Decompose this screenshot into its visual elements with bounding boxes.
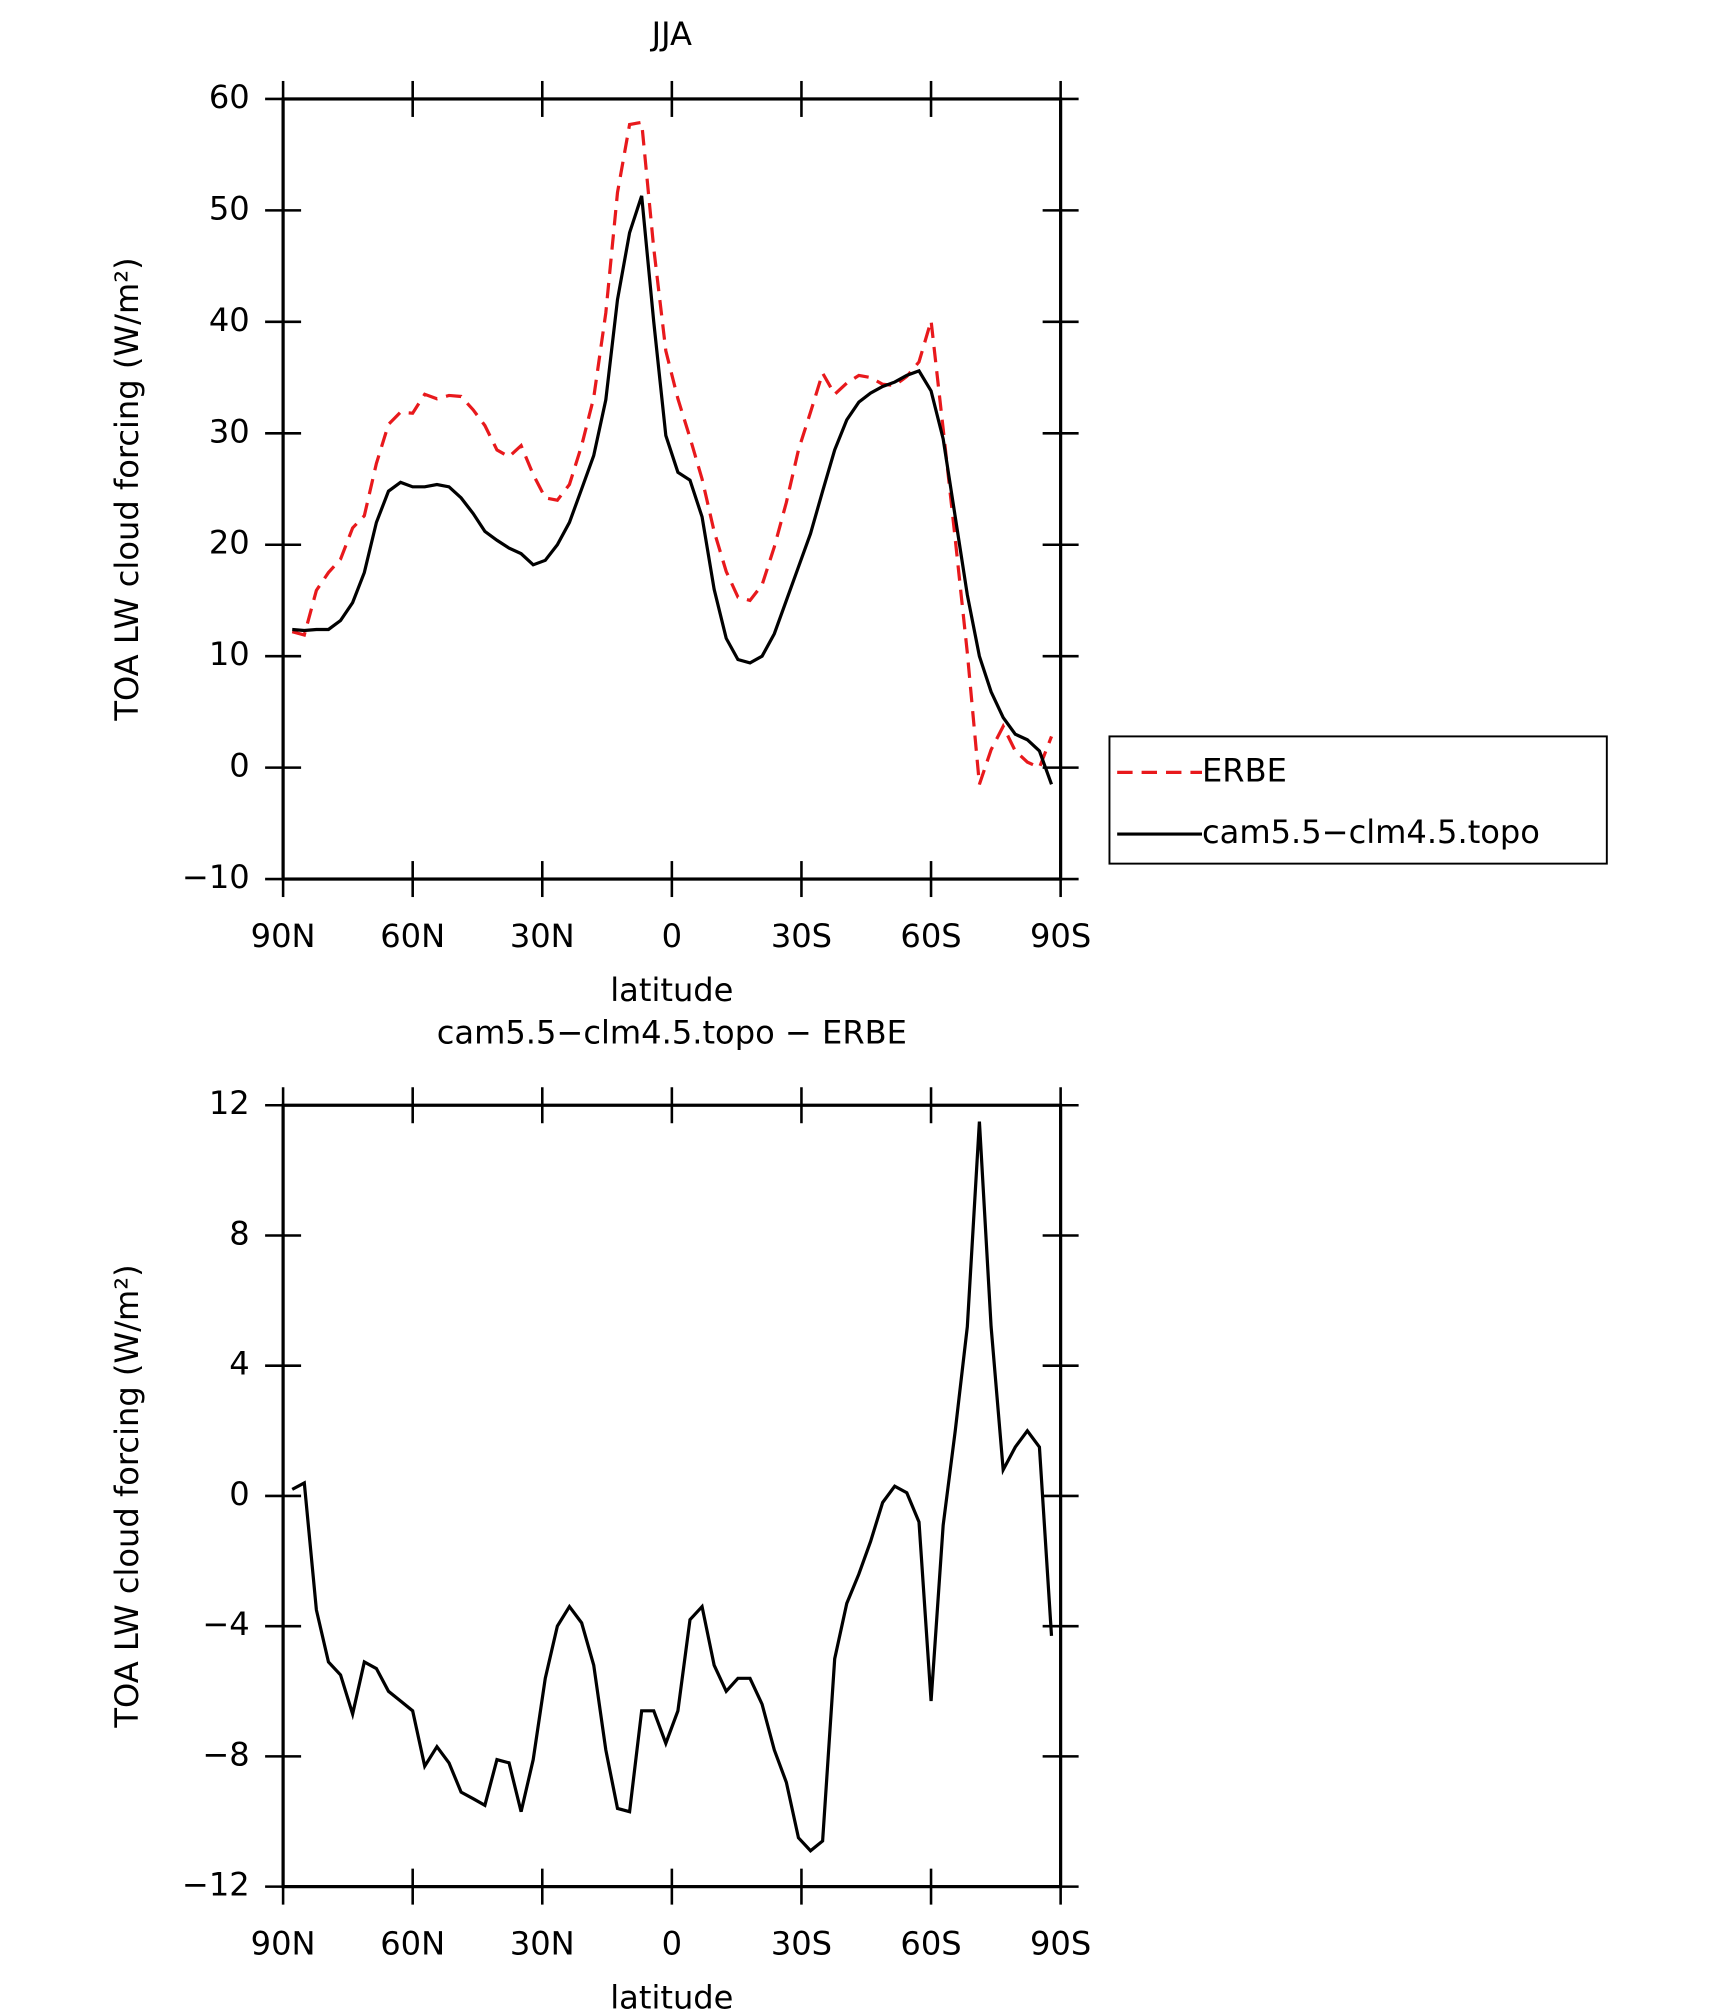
- x-tick-label: 30N: [510, 1925, 575, 1963]
- x-tick-label: 30N: [510, 917, 575, 955]
- y-tick-label: 20: [209, 524, 250, 562]
- plot-frame: [281, 97, 1063, 881]
- chart-title: JJA: [650, 15, 692, 53]
- y-tick-label: 0: [229, 1475, 249, 1513]
- y-tick-label: 8: [229, 1214, 249, 1252]
- x-tick-label: 90S: [1030, 917, 1091, 955]
- legend-label: cam5.5−clm4.5.topo: [1202, 813, 1540, 851]
- data-line: [291, 1121, 1054, 1853]
- x-tick-label: 90N: [251, 1925, 316, 1963]
- chart-title: cam5.5−clm4.5.topo − ERBE: [437, 1014, 907, 1052]
- y-tick-label: 60: [209, 78, 250, 116]
- x-tick-label: 0: [662, 917, 682, 955]
- y-tick-label: 10: [209, 635, 250, 673]
- x-tick-label: 90N: [251, 917, 316, 955]
- data-line: [291, 120, 1054, 785]
- x-tick-label: 90S: [1030, 1925, 1091, 1963]
- y-tick-label: 30: [209, 412, 250, 450]
- x-tick-label: 60N: [380, 1925, 445, 1963]
- x-tick-label: 30S: [771, 917, 832, 955]
- y-tick-label: −10: [182, 858, 250, 896]
- legend-label: ERBE: [1202, 751, 1287, 789]
- x-tick-label: 60S: [900, 1925, 961, 1963]
- x-axis-label: latitude: [610, 1979, 733, 2010]
- y-tick-label: −8: [202, 1735, 249, 1773]
- y-tick-label: 50: [209, 189, 250, 227]
- x-axis-label: latitude: [610, 971, 733, 1009]
- legend-box: [1108, 735, 1608, 865]
- y-tick-label: −4: [202, 1605, 249, 1643]
- y-axis-label: TOA LW cloud forcing (W/m²): [108, 257, 146, 721]
- x-tick-label: 0: [662, 1925, 682, 1963]
- x-tick-label: 60S: [900, 917, 961, 955]
- y-tick-label: 0: [229, 747, 249, 785]
- y-tick-label: 12: [209, 1084, 250, 1122]
- x-tick-label: 60N: [380, 917, 445, 955]
- y-tick-label: −12: [182, 1866, 250, 1904]
- y-axis-label: TOA LW cloud forcing (W/m²): [108, 1264, 146, 1728]
- plot-frame: [281, 1103, 1063, 1889]
- y-tick-label: 40: [209, 301, 250, 339]
- x-tick-label: 30S: [771, 1925, 832, 1963]
- y-tick-label: 4: [229, 1345, 249, 1383]
- data-line: [292, 195, 1054, 785]
